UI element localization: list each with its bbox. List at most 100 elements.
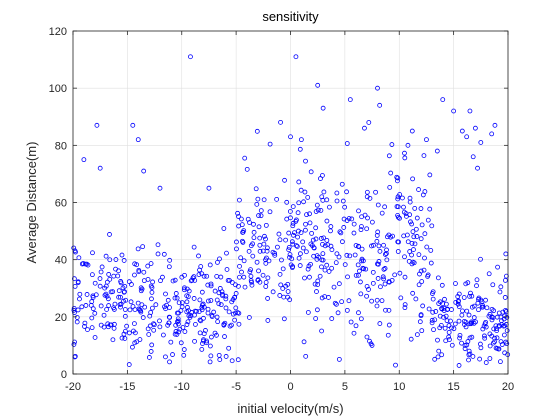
data-point [320,251,326,257]
data-point [308,241,314,247]
data-point [118,280,124,286]
data-point [184,299,190,305]
data-point [504,328,510,334]
y-tick-label: 80 [55,140,67,152]
data-point [462,318,467,324]
data-point [289,256,295,262]
data-point [319,295,325,301]
data-point [427,206,433,212]
data-point [409,261,415,267]
data-point [250,253,256,259]
data-point [342,204,348,210]
data-point [265,275,271,281]
data-point [358,316,364,322]
data-point [356,244,361,250]
data-point [90,295,96,300]
data-point [347,253,353,259]
data-point [324,218,330,224]
data-point [188,313,194,318]
data-point [333,260,339,266]
data-point [74,315,80,320]
data-point [466,348,472,354]
data-point [335,310,341,316]
data-point [414,332,420,338]
data-point [75,307,81,313]
data-point [175,316,181,322]
data-point [376,243,382,249]
data-point [199,346,205,352]
data-point [209,312,215,318]
data-point [307,211,312,217]
data-point [328,224,334,229]
data-point [139,302,145,308]
data-point [319,264,324,270]
data-point [287,297,293,303]
data-point [149,305,155,311]
data-point [255,277,261,283]
data-point [473,319,478,325]
data-point [344,141,350,146]
data-point [110,289,116,295]
data-point [426,306,432,312]
data-point [321,235,327,241]
data-point [286,247,292,253]
data-point [277,237,283,243]
data-point [409,252,414,258]
data-point [451,326,457,332]
data-point [286,245,292,250]
data-point [106,303,112,308]
data-point [414,215,420,221]
data-point [427,172,433,178]
data-point [118,304,123,310]
data-point [419,279,425,284]
data-point [226,309,232,315]
data-point [394,174,400,180]
data-point [172,277,178,283]
data-point [407,249,413,254]
data-point [453,299,459,305]
data-point [186,288,192,294]
data-point [409,240,415,246]
data-point [402,305,408,311]
data-point [226,345,232,351]
data-point [73,249,78,255]
data-point [490,340,496,346]
data-point [175,318,181,324]
data-point [396,239,402,245]
data-point [461,295,467,300]
data-point [495,264,501,270]
data-point [471,315,477,320]
data-point [373,189,378,195]
data-point [474,283,479,289]
data-point [127,307,133,313]
data-point [480,326,486,332]
data-point [295,210,301,216]
data-point [479,304,485,310]
data-point [475,165,480,171]
data-point [434,148,440,154]
data-point [353,323,359,329]
data-point [104,307,110,312]
data-point [141,278,147,284]
data-point [375,229,381,235]
data-point [446,329,452,335]
data-point [122,328,128,334]
data-point [90,250,95,256]
data-point [313,225,319,231]
data-point [92,310,98,316]
data-point [412,241,418,247]
data-point [71,245,77,251]
data-point [295,234,301,240]
data-point [341,225,347,230]
data-point [215,259,220,265]
data-point [257,235,263,241]
data-point [258,213,264,219]
data-point [97,283,103,289]
data-point [302,189,308,195]
data-point [221,226,227,231]
data-point [204,338,209,344]
data-point [356,268,362,274]
data-point [364,189,370,195]
data-point [107,322,113,328]
data-point [281,294,287,300]
